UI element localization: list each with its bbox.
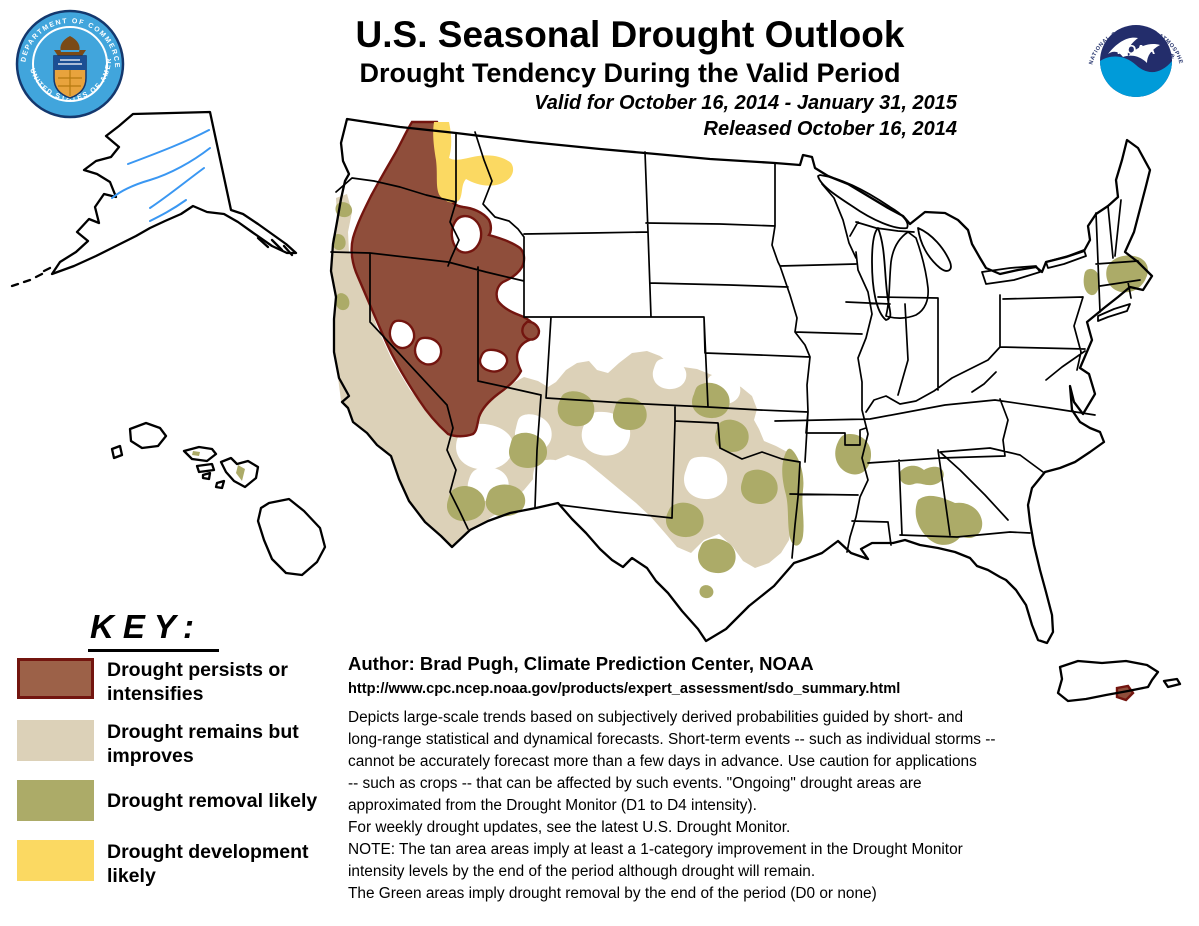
- released-date: Released October 16, 2014: [703, 118, 957, 140]
- region-drought-persists: [350, 120, 1135, 702]
- author-line: Author: Brad Pugh, Climate Prediction Ce…: [348, 653, 814, 674]
- legend-label-development: Drought development likely: [107, 841, 309, 887]
- commerce-eagle-icon: [54, 36, 86, 56]
- legend-swatch-removal: [17, 780, 94, 821]
- description-text: Depicts large-scale trends based on subj…: [348, 709, 996, 902]
- legend-item-development: Drought development likely: [17, 840, 347, 888]
- noaa-seagull-icon: [1108, 37, 1160, 63]
- conus-outline: [329, 117, 1154, 645]
- noaa-wave-icon: [1100, 56, 1172, 97]
- region-drought-remains-but-improves: [331, 194, 798, 568]
- commerce-seal: DEPARTMENT OF COMMERCE UNITED STATES OF …: [8, 2, 125, 119]
- legend-label-improves: Drought remains but improves: [107, 721, 299, 767]
- valid-period: Valid for October 16, 2014 - January 31,…: [534, 92, 957, 114]
- alaska-rivers: [111, 129, 211, 222]
- valid-period-block: Valid for October 16, 2014 - January 31,…: [170, 90, 957, 142]
- legend-label-removal: Drought removal likely: [107, 790, 318, 812]
- puerto-rico: [1056, 659, 1182, 703]
- legend-swatch-improves: [17, 720, 94, 761]
- hawaii: [110, 421, 327, 577]
- region-drought-development-likely: [433, 122, 514, 203]
- author-url: http://www.cpc.ncep.noaa.gov/products/ex…: [348, 681, 901, 697]
- state-borders: [330, 131, 1141, 559]
- page-subtitle: Drought Tendency During the Valid Period: [359, 58, 901, 88]
- legend-label-persists: Drought persists or intensifies: [107, 659, 288, 705]
- noaa-logo: NATIONAL OCEANIC AND ATMOSPHERIC ADMINIS…: [1080, 2, 1183, 107]
- legend-item-improves: Drought remains but improves: [17, 720, 347, 768]
- noaa-wordmark: NOAA: [1117, 42, 1156, 57]
- alaska: [10, 110, 298, 288]
- key-heading: KEY:: [88, 608, 220, 652]
- page-title: U.S. Seasonal Drought Outlook: [355, 14, 905, 55]
- legend-item-persists: Drought persists or intensifies: [17, 658, 347, 706]
- legend-swatch-persists: [17, 658, 94, 699]
- legend-swatch-development: [17, 840, 94, 881]
- legend-item-removal: Drought removal likely: [17, 780, 347, 821]
